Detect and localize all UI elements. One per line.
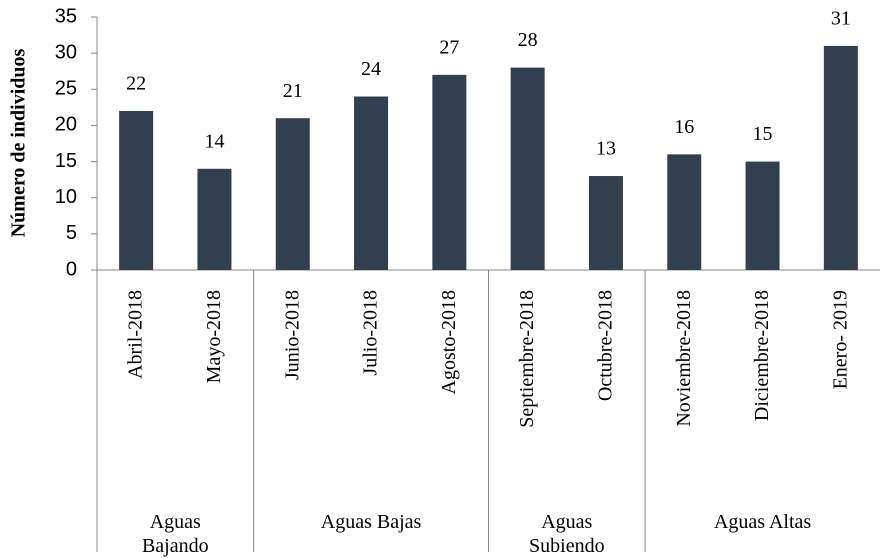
bar — [745, 161, 780, 270]
value-label: 22 — [126, 73, 146, 95]
x-tick-label: Octubre-2018 — [595, 290, 617, 401]
x-tick-label: Noviembre-2018 — [673, 290, 695, 427]
bar — [197, 168, 232, 270]
bar — [354, 96, 389, 270]
y-tick-label: 30 — [55, 41, 77, 63]
group-label: Aguas Bajas — [320, 511, 422, 533]
value-label: 31 — [831, 8, 851, 30]
y-tick-label: 15 — [55, 150, 77, 172]
x-tick-label: Abril-2018 — [125, 290, 147, 379]
value-label: 14 — [204, 130, 224, 152]
x-tick-label: Agosto-2018 — [438, 290, 460, 394]
value-label: 13 — [596, 138, 616, 160]
y-tick-label: 35 — [55, 5, 77, 27]
bar — [119, 110, 154, 270]
value-label: 24 — [361, 58, 381, 80]
y-tick-label: 20 — [55, 114, 77, 136]
bar — [275, 118, 310, 270]
bar — [667, 154, 702, 270]
bar — [823, 45, 858, 270]
bar — [432, 74, 467, 270]
bar — [510, 67, 545, 270]
value-label: 21 — [283, 80, 303, 102]
x-tick-label: Julio-2018 — [360, 290, 382, 376]
x-tick-label: Mayo-2018 — [203, 290, 225, 383]
value-label: 27 — [439, 36, 459, 58]
x-tick-label: Septiembre-2018 — [516, 290, 538, 428]
x-tick-label: Enero- 2019 — [829, 290, 851, 389]
y-tick-label: 25 — [55, 78, 77, 100]
y-tick-label: 0 — [66, 258, 77, 280]
y-tick-label: 5 — [66, 222, 77, 244]
value-label: 16 — [674, 116, 694, 138]
y-axis-title: Número de individuos — [8, 49, 30, 238]
group-label: Aguas Altas — [713, 511, 812, 533]
y-tick-label: 10 — [55, 186, 77, 208]
x-tick-label: Diciembre-2018 — [751, 290, 773, 421]
value-label: 15 — [753, 123, 773, 145]
group-label: Aguas Bajando — [141, 511, 209, 557]
group-label: Aguas Subiendo — [529, 511, 605, 557]
bar — [588, 176, 623, 270]
x-tick-label: Junio-2018 — [281, 290, 303, 380]
value-label: 28 — [518, 29, 538, 51]
